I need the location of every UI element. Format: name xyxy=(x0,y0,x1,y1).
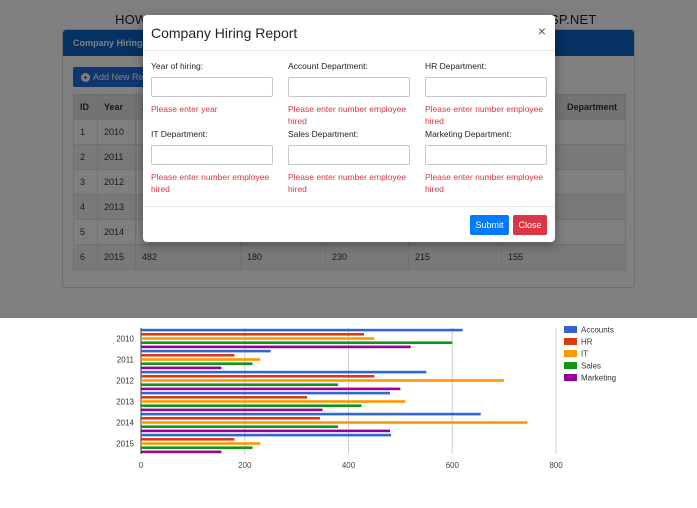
legend-label: Accounts xyxy=(581,326,614,335)
bar-accounts-2014 xyxy=(141,412,481,416)
x-tick-label: 600 xyxy=(446,461,460,470)
sales-label: Sales Department: xyxy=(288,129,359,139)
bar-hr-2015 xyxy=(141,438,235,441)
bar-sales-2013 xyxy=(141,404,362,407)
modal-footer: Submit Close xyxy=(143,206,555,242)
bar-marketing-2014 xyxy=(141,429,390,433)
y-tick-label: 2013 xyxy=(116,398,134,407)
legend-label: Sales xyxy=(581,362,601,371)
bar-hr-2010 xyxy=(141,333,365,336)
legend-label: HR xyxy=(581,338,593,347)
year-label: Year of hiring: xyxy=(151,61,204,71)
y-tick-label: 2012 xyxy=(116,377,134,386)
bar-accounts-2012 xyxy=(141,370,427,374)
hiring-report-modal: Company Hiring Report × Year of hiring: … xyxy=(143,15,555,242)
legend-label: Marketing xyxy=(581,374,616,383)
bar-marketing-2012 xyxy=(141,387,401,391)
bar-accounts-2015 xyxy=(141,433,392,437)
close-icon[interactable]: × xyxy=(537,23,546,39)
bar-sales-2012 xyxy=(141,383,339,386)
account-field-group: Account Department: Please enter number … xyxy=(288,61,410,127)
x-tick-label: 0 xyxy=(139,461,144,470)
sales-field-group: Sales Department: Please enter number em… xyxy=(288,129,410,195)
bar-hr-2012 xyxy=(141,375,375,378)
close-button[interactable]: Close xyxy=(513,215,547,235)
bar-it-2013 xyxy=(141,400,406,403)
x-tick-label: 400 xyxy=(342,461,356,470)
bar-sales-2015 xyxy=(141,446,253,449)
bar-accounts-2013 xyxy=(141,391,390,395)
year-error: Please enter year xyxy=(151,104,218,114)
it-field-group: IT Department: Please enter number emplo… xyxy=(151,129,273,195)
bar-hr-2013 xyxy=(141,396,307,399)
submit-button[interactable]: Submit xyxy=(470,215,509,235)
hr-input[interactable] xyxy=(425,77,547,97)
bar-it-2014 xyxy=(141,421,528,424)
bar-it-2010 xyxy=(141,337,375,340)
bar-accounts-2011 xyxy=(141,349,271,353)
legend-label: IT xyxy=(581,350,588,359)
legend-swatch xyxy=(564,338,577,345)
modal-header: Company Hiring Report × xyxy=(143,15,555,51)
bar-sales-2014 xyxy=(141,425,339,428)
x-tick-label: 200 xyxy=(238,461,252,470)
sales-error: Please enter number employee hired xyxy=(288,172,407,194)
account-label: Account Department: xyxy=(288,61,368,71)
legend-swatch xyxy=(564,326,577,333)
bar-sales-2010 xyxy=(141,341,453,344)
bar-marketing-2013 xyxy=(141,408,323,412)
it-label: IT Department: xyxy=(151,129,208,139)
hr-field-group: HR Department: Please enter number emplo… xyxy=(425,61,547,127)
bar-marketing-2011 xyxy=(141,366,222,370)
y-tick-label: 2014 xyxy=(116,419,134,428)
bar-marketing-2010 xyxy=(141,345,411,349)
bar-it-2015 xyxy=(141,442,261,445)
year-input[interactable] xyxy=(151,77,273,97)
hr-label: HR Department: xyxy=(425,61,487,71)
legend-swatch xyxy=(564,362,577,369)
modal-body: Year of hiring: Please enter year Accoun… xyxy=(143,51,555,206)
legend-swatch xyxy=(564,350,577,357)
marketing-input[interactable] xyxy=(425,145,547,165)
hr-error: Please enter number employee hired xyxy=(425,104,544,126)
modal-title: Company Hiring Report xyxy=(151,25,298,41)
account-input[interactable] xyxy=(288,77,410,97)
x-tick-label: 800 xyxy=(549,461,563,470)
bar-accounts-2010 xyxy=(141,328,463,332)
sales-input[interactable] xyxy=(288,145,410,165)
bar-it-2012 xyxy=(141,379,505,382)
hiring-chart: Company Hiring Report0200400600800201020… xyxy=(0,318,697,508)
bar-it-2011 xyxy=(141,358,261,361)
year-field-group: Year of hiring: Please enter year xyxy=(151,61,273,115)
bar-sales-2011 xyxy=(141,362,253,365)
y-tick-label: 2010 xyxy=(116,335,134,344)
it-input[interactable] xyxy=(151,145,273,165)
marketing-field-group: Marketing Department: Please enter numbe… xyxy=(425,129,547,195)
bar-hr-2014 xyxy=(141,417,320,420)
it-error: Please enter number employee hired xyxy=(151,172,270,194)
account-error: Please enter number employee hired xyxy=(288,104,407,126)
y-tick-label: 2015 xyxy=(116,440,134,449)
marketing-label: Marketing Department: xyxy=(425,129,512,139)
legend-swatch xyxy=(564,374,577,381)
hiring-bar-chart: Company Hiring Report0200400600800201020… xyxy=(116,326,616,471)
bar-hr-2011 xyxy=(141,354,235,357)
marketing-error: Please enter number employee hired xyxy=(425,172,544,194)
bar-marketing-2015 xyxy=(141,450,222,454)
y-tick-label: 2011 xyxy=(117,356,135,365)
